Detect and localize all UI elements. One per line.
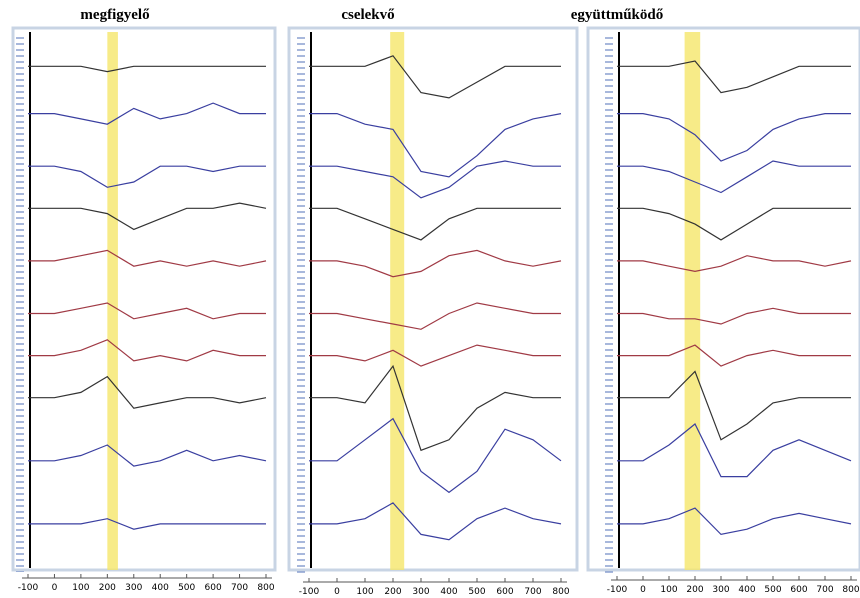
panel-border: [588, 28, 860, 570]
x-tick-label: -100: [607, 585, 628, 595]
x-tick-label: 800: [257, 583, 274, 593]
x-tick-label: 100: [72, 583, 89, 593]
x-tick-label: 100: [356, 587, 373, 597]
highlight-band: [390, 32, 404, 570]
panel-border: [13, 28, 275, 570]
x-tick-label: 700: [816, 585, 833, 595]
x-tick-label: 400: [152, 583, 169, 593]
x-tick-label: 300: [412, 587, 429, 597]
highlight-band: [107, 32, 118, 570]
x-tick-label: 200: [384, 587, 401, 597]
x-tick-label: 0: [334, 587, 340, 597]
x-tick-label: 600: [790, 585, 807, 595]
x-tick-label: 300: [125, 583, 142, 593]
x-tick-label: 0: [640, 585, 646, 595]
x-tick-label: -100: [299, 587, 320, 597]
x-tick-label: 300: [712, 585, 729, 595]
panel-title: együttműködő: [571, 7, 664, 23]
x-tick-label: 700: [231, 583, 248, 593]
panel-title: cselekvő: [341, 7, 395, 23]
x-tick-label: 600: [496, 587, 513, 597]
x-tick-label: 500: [178, 583, 195, 593]
x-tick-label: 600: [205, 583, 222, 593]
x-tick-label: 200: [686, 585, 703, 595]
x-tick-label: 400: [440, 587, 457, 597]
x-tick-label: 700: [524, 587, 541, 597]
x-tick-label: 500: [764, 585, 781, 595]
figure: megfigyelő -100 0 100 200 300 400 500 600 700 800 c…: [0, 0, 860, 598]
panel-title: megfigyelő: [80, 7, 150, 23]
highlight-band: [685, 32, 701, 570]
x-tick-label: 500: [468, 587, 485, 597]
x-tick-label: 800: [552, 587, 569, 597]
x-tick-label: 100: [660, 585, 677, 595]
x-tick-label: 400: [738, 585, 755, 595]
x-tick-label: 200: [99, 583, 116, 593]
panel-border: [289, 28, 577, 570]
x-tick-label: 0: [52, 583, 58, 593]
x-tick-label: -100: [18, 583, 39, 593]
x-tick-label: 800: [842, 585, 859, 595]
